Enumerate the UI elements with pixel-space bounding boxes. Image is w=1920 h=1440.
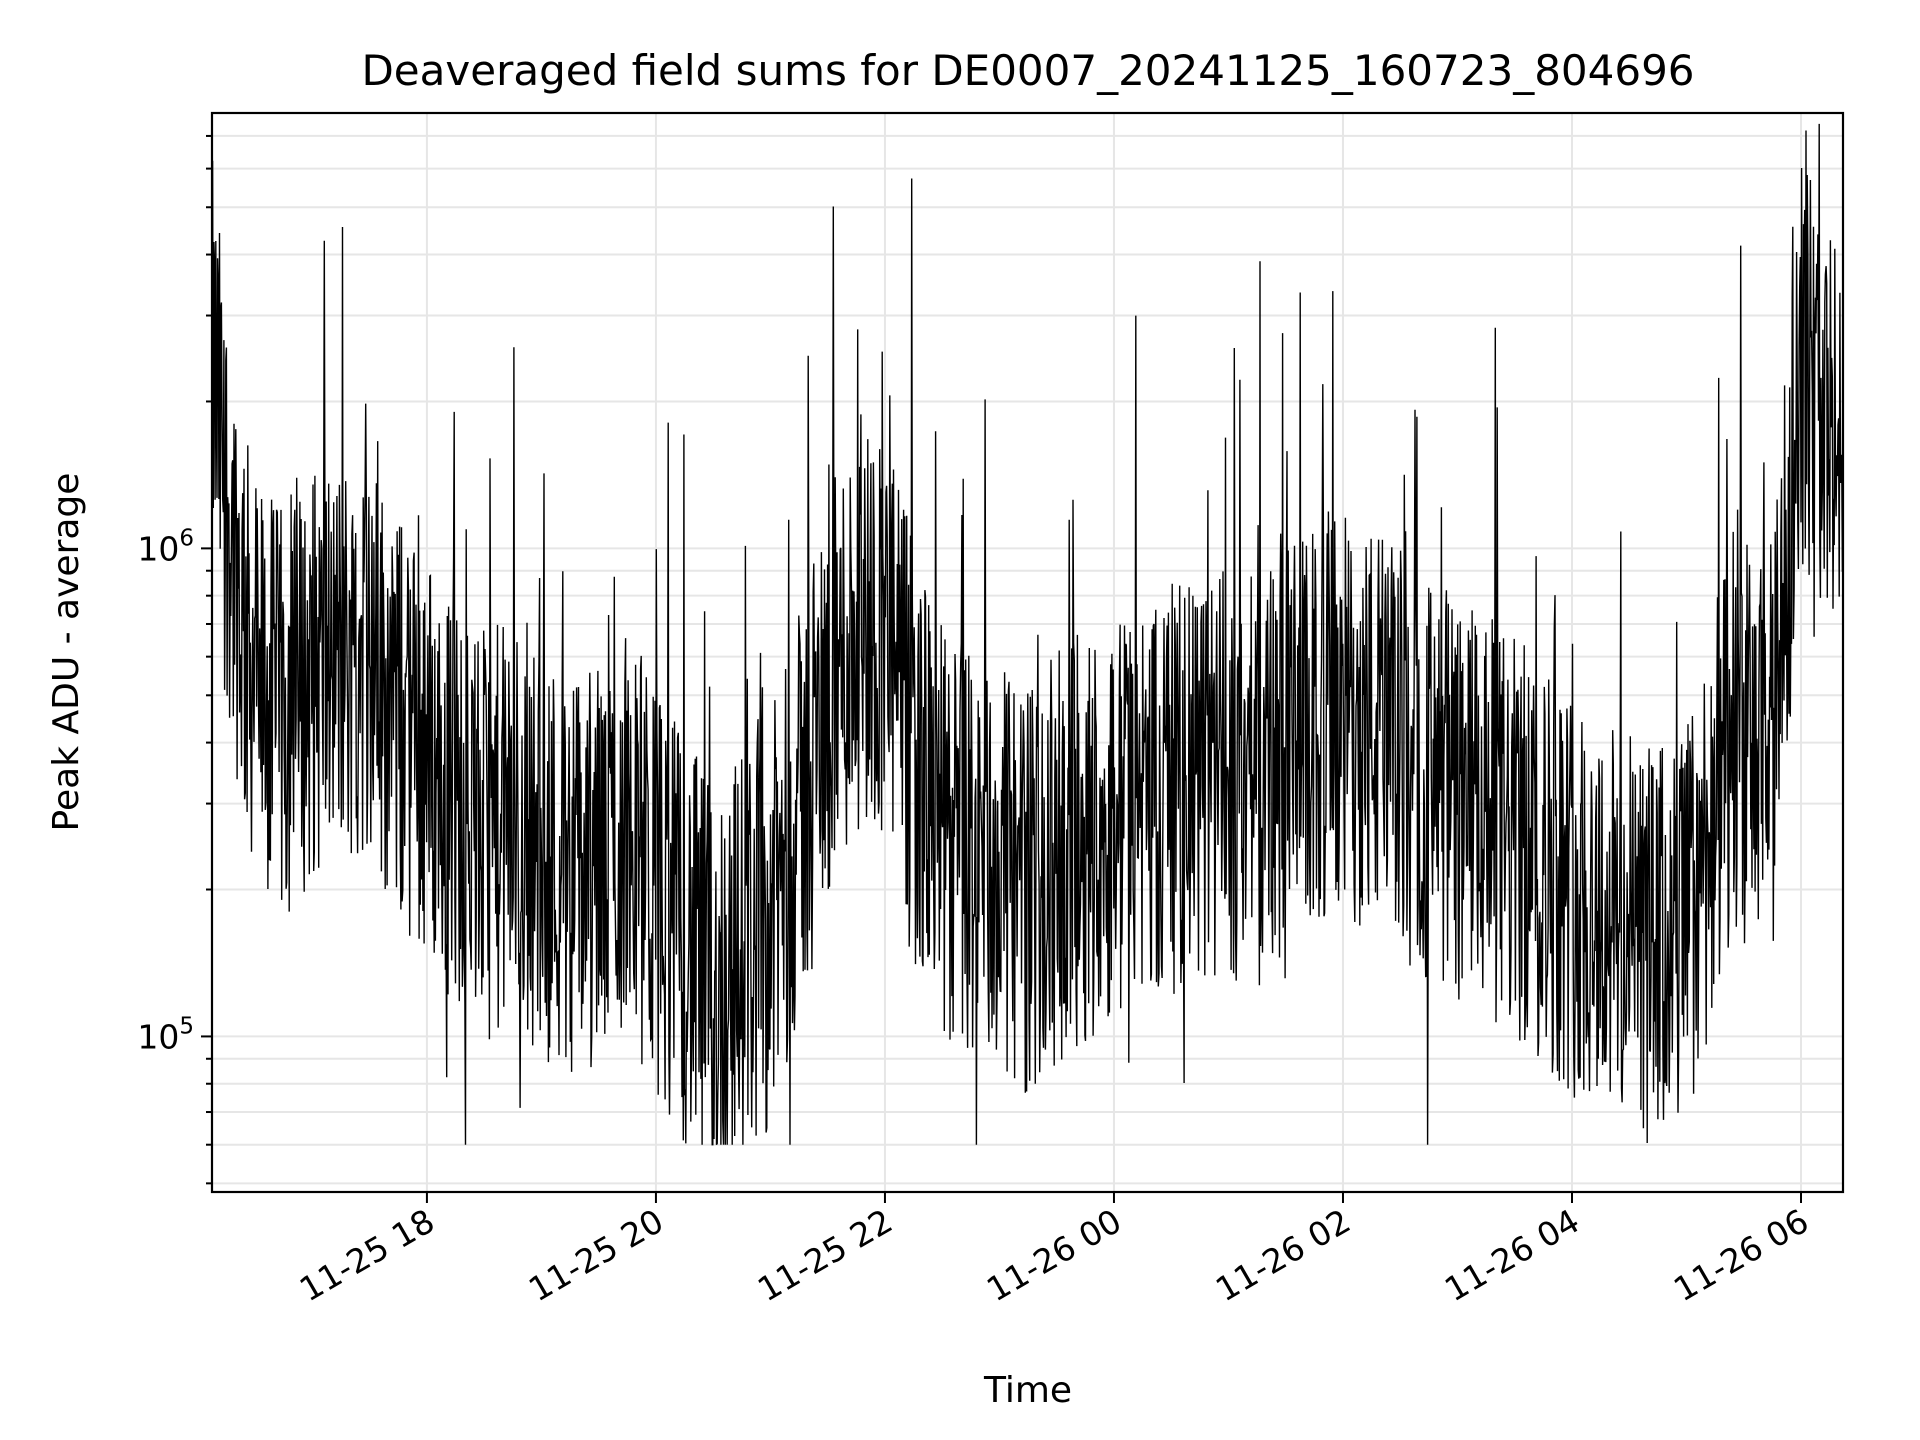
x-tick-label: 11-25 18 [293, 1201, 441, 1309]
plot-frame [210, 111, 1845, 1194]
x-ticks: 11-25 18 11-25 20 11-25 22 11-26 00 11-26 02… [293, 1192, 1815, 1309]
x-tick-label: 11-26 00 [980, 1201, 1128, 1309]
chart-title: Deaveraged field sums for DE0007_2024112… [361, 46, 1694, 95]
y-axis-label: Peak ADU - average [46, 473, 87, 832]
y-ticks: 105 106 [137, 134, 212, 1185]
x-tick-label: 11-25 22 [751, 1201, 899, 1309]
y-tick-label: 106 [137, 525, 194, 568]
x-axis-label: Time [983, 1370, 1072, 1411]
series-line [211, 123, 1844, 1146]
x-tick-label: 11-26 02 [1209, 1201, 1357, 1309]
plot-area [211, 123, 1844, 1146]
x-tick-label: 11-25 20 [522, 1201, 670, 1309]
y-tick-label: 105 [137, 1013, 194, 1056]
x-tick-label: 11-26 06 [1667, 1201, 1815, 1309]
x-tick-label: 11-26 04 [1438, 1201, 1586, 1309]
